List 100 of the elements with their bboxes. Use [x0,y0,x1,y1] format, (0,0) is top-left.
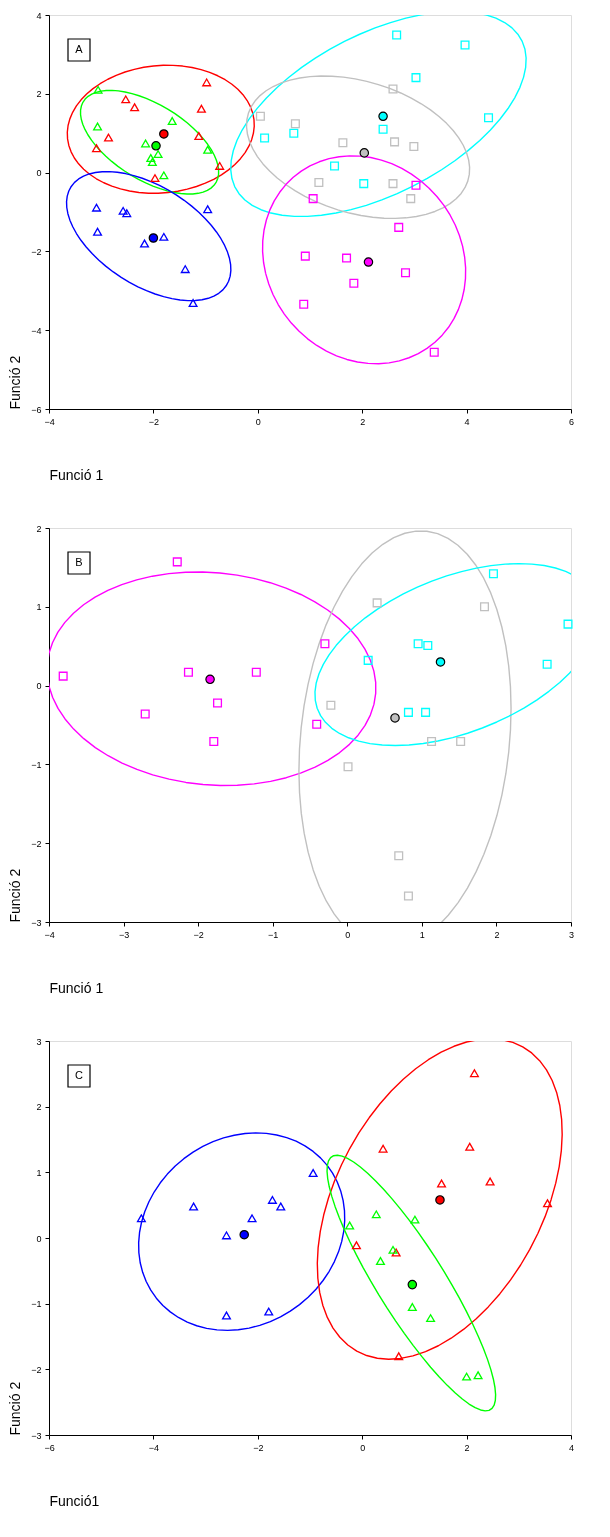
y-tick-label: −1 [31,759,42,770]
point [203,205,213,214]
y-tick-label: −3 [31,917,42,928]
point [221,1231,231,1240]
point [363,257,374,267]
point [247,1214,257,1223]
point [136,1214,146,1223]
point [183,667,193,677]
y-tick-label: 0 [36,1233,42,1244]
x-tick-label: 0 [345,929,351,940]
point [462,1372,472,1381]
y-tick-label: −4 [31,325,42,336]
point [429,347,439,357]
point [118,206,128,215]
x-axis-title: Funció 1 [49,979,104,996]
point [221,1311,231,1320]
point [196,104,206,113]
y-axis-title: Funció 2 [7,1381,24,1436]
y-axis-title: Funció 2 [7,868,24,923]
point [180,265,190,274]
y-tick-label: −3 [31,1430,42,1441]
x-tick-label: 2 [464,1442,470,1453]
x-tick-label: 3 [568,929,575,940]
point [205,674,215,685]
x-axis-title: Funció 1 [49,466,104,483]
point [150,174,160,183]
point [151,141,161,151]
point [473,1371,483,1380]
x-tick-label: 0 [360,1442,366,1453]
y-tick-label: −2 [31,246,42,257]
x-tick-label: −1 [268,929,279,940]
point [159,232,169,241]
point [58,671,68,681]
y-tick-label: 2 [36,89,42,100]
y-tick-label: −2 [31,838,42,849]
point [153,150,163,159]
point [159,171,169,180]
point [401,268,411,278]
x-tick-label: −2 [253,1442,264,1453]
point [103,133,114,142]
point [189,1202,199,1211]
point [167,116,177,125]
point [349,278,359,288]
y-tick-label: 1 [36,602,42,613]
x-tick-label: 1 [419,929,425,940]
y-tick-label: 2 [36,523,42,534]
y-tick-label: 3 [36,1036,42,1047]
point [93,122,103,131]
point [147,157,157,166]
x-tick-label: 0 [255,416,261,427]
x-tick-label: −3 [118,929,130,940]
point [276,1202,286,1211]
point [264,1307,274,1316]
point [93,227,103,236]
point [342,253,352,263]
point [308,1168,318,1177]
point [159,129,169,139]
point [91,144,102,153]
y-tick-label: 2 [36,1102,42,1113]
x-tick-label: −2 [193,929,204,940]
point [188,299,198,308]
y-tick-label: −6 [31,404,42,415]
point [172,557,182,567]
annotation: A [75,43,84,55]
y-tick-label: 0 [36,681,42,692]
point [130,103,140,112]
y-tick-label: 4 [36,10,42,21]
point [194,131,204,140]
point [267,1195,277,1204]
point [209,737,219,747]
y-tick-label: −2 [31,1364,42,1375]
point [563,619,573,629]
point [122,209,132,218]
x-tick-label: 4 [464,416,470,427]
point [91,203,102,212]
point [300,251,310,261]
point [141,139,151,148]
x-tick-label: −4 [44,416,55,427]
point [148,233,159,243]
point [239,1229,250,1240]
x-axis-title: Funció1 [49,1492,100,1509]
point [251,667,261,677]
x-tick-label: −6 [44,1442,55,1453]
y-tick-label: −1 [31,1299,42,1310]
point [542,659,552,669]
y-tick-label: 0 [36,168,42,179]
x-tick-label: −4 [148,1442,160,1453]
x-tick-label: −2 [148,416,160,427]
point [213,698,223,708]
x-tick-label: −4 [44,929,55,940]
point [93,85,103,94]
point [215,161,225,170]
y-axis-title: Funció 2 [7,355,24,410]
point [121,95,131,104]
point [299,299,309,309]
point [202,78,212,87]
x-tick-label: 4 [568,1442,575,1453]
point [394,222,404,232]
point [140,709,150,719]
point [146,154,156,163]
